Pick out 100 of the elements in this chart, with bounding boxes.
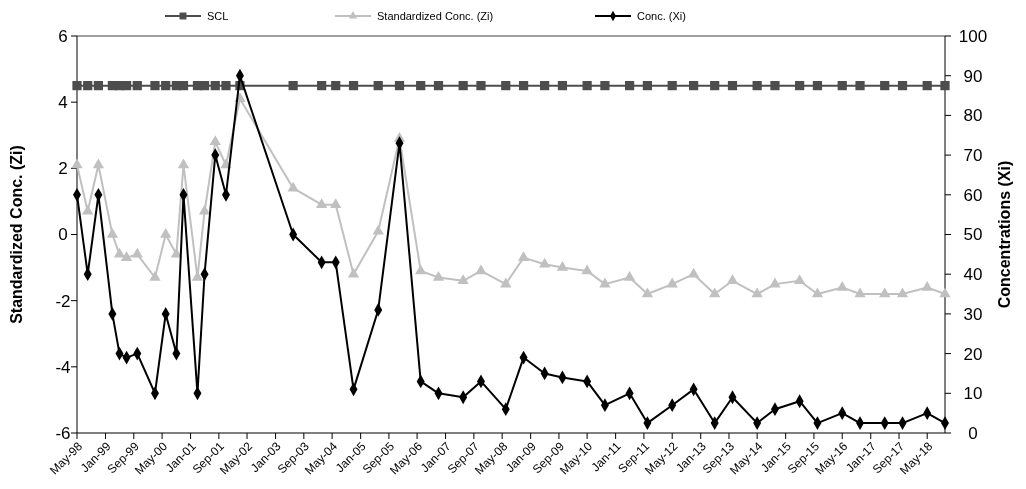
y2-tick-label: 100	[958, 26, 988, 46]
point	[517, 251, 530, 261]
point	[415, 264, 427, 275]
point	[666, 277, 678, 288]
point	[837, 81, 847, 91]
point	[199, 81, 210, 91]
legend-label: SCL	[207, 9, 229, 22]
point	[581, 264, 593, 275]
point	[600, 81, 610, 91]
y-tick-label: -4	[55, 357, 71, 377]
point	[177, 158, 190, 169]
point	[795, 81, 805, 91]
y-tick-label: 6	[58, 26, 68, 46]
point	[624, 81, 635, 91]
point	[82, 204, 94, 215]
point	[897, 81, 908, 91]
point	[641, 287, 654, 298]
point	[769, 277, 781, 288]
point	[288, 81, 298, 91]
point	[458, 81, 468, 91]
point	[879, 287, 891, 298]
point	[209, 135, 221, 146]
point	[751, 287, 763, 298]
point	[752, 81, 762, 91]
y2-tick-label: 60	[963, 185, 983, 205]
point	[727, 81, 738, 91]
point	[940, 81, 950, 91]
point	[120, 251, 133, 261]
point	[131, 247, 143, 258]
point	[457, 274, 469, 285]
point	[330, 198, 342, 208]
point	[161, 81, 171, 91]
point	[855, 81, 865, 91]
point	[106, 227, 119, 238]
point	[475, 264, 487, 275]
point	[317, 81, 327, 91]
point	[726, 274, 739, 285]
point	[811, 287, 824, 298]
point	[557, 81, 568, 91]
point	[518, 81, 529, 91]
point	[432, 271, 445, 281]
y-tick-label: 2	[58, 159, 68, 179]
point	[539, 257, 551, 268]
point	[540, 81, 550, 91]
point	[372, 224, 384, 235]
point	[93, 81, 104, 91]
point	[582, 81, 592, 91]
point	[287, 181, 299, 192]
point	[149, 271, 161, 281]
y-tick-label: 0	[58, 225, 68, 245]
point	[394, 81, 405, 91]
point	[687, 267, 700, 278]
point	[210, 81, 220, 91]
point	[316, 198, 328, 208]
point	[642, 81, 653, 91]
y2-tick-label: 80	[963, 106, 983, 126]
point	[667, 81, 677, 91]
legend-label: Conc. (Xi)	[637, 9, 686, 22]
point	[896, 287, 909, 298]
point	[812, 81, 823, 91]
point	[348, 81, 359, 91]
point	[72, 81, 82, 91]
point	[92, 158, 105, 169]
point	[500, 277, 512, 288]
y2-tick-label: 20	[963, 344, 983, 364]
point	[921, 280, 933, 291]
y2-tick-label: 50	[963, 225, 983, 245]
point	[710, 81, 720, 91]
point	[836, 280, 848, 291]
y-tick-label: -6	[55, 423, 71, 443]
point	[347, 267, 360, 278]
point	[770, 81, 780, 91]
y2-tick-label: 70	[963, 146, 983, 166]
y2-tick-label: 90	[963, 66, 983, 86]
point	[83, 81, 93, 91]
point	[331, 81, 341, 91]
point	[880, 81, 890, 91]
y-tick-label: 4	[58, 93, 68, 113]
point	[689, 81, 699, 91]
point	[71, 158, 83, 169]
point	[160, 227, 172, 238]
point	[709, 287, 721, 298]
point	[132, 81, 142, 91]
point	[939, 287, 951, 298]
y2-tick-label: 30	[963, 304, 983, 324]
y2-tick-label: 40	[963, 265, 983, 285]
point	[121, 81, 132, 91]
point	[922, 81, 932, 91]
point	[150, 81, 160, 91]
legend-label: Standardized Conc. (Zi)	[377, 9, 494, 22]
point	[373, 81, 383, 91]
y2-tick-label: 10	[963, 384, 983, 404]
point	[416, 81, 426, 91]
y-axis-title: Standardized Conc. (Zi)	[8, 145, 25, 324]
point	[623, 271, 636, 281]
point	[599, 277, 611, 288]
point	[556, 261, 569, 271]
point	[178, 81, 189, 91]
y2-tick-label: 0	[968, 423, 978, 443]
y2-axis-title: Concentrations (Xi)	[996, 160, 1013, 309]
